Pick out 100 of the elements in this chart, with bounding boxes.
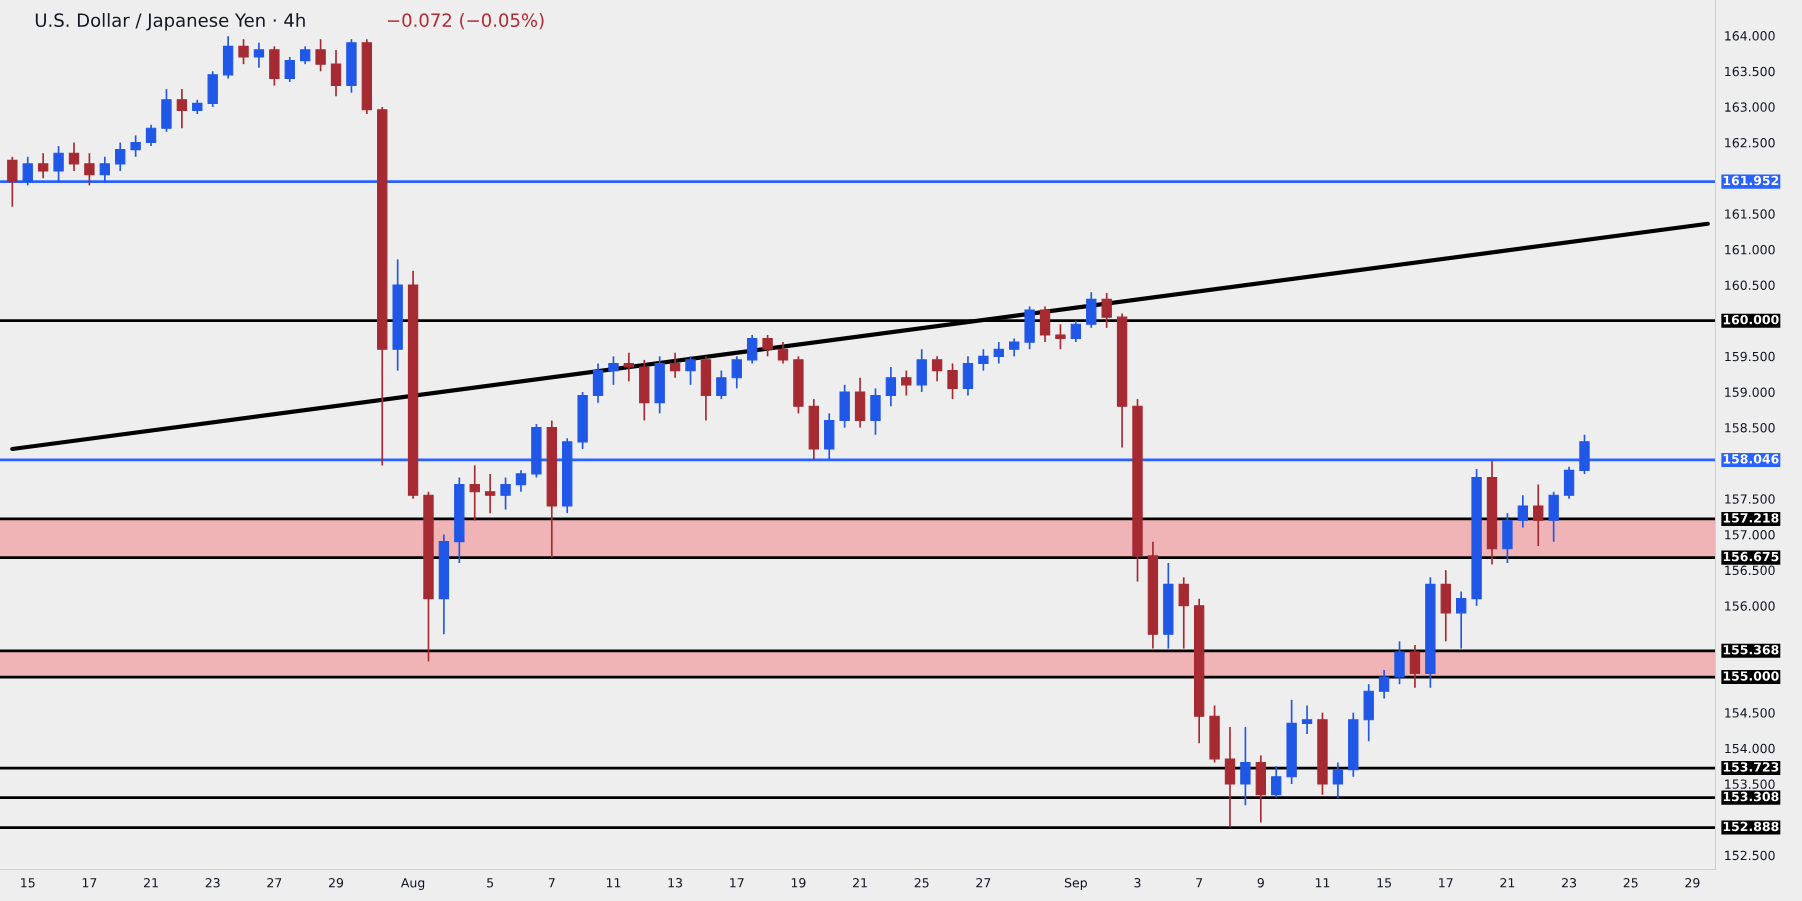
ref-line-label: 155.368 bbox=[1723, 644, 1779, 655]
candlestick bbox=[484, 473, 496, 514]
candlestick bbox=[1301, 704, 1313, 735]
x-tick-label: 27 bbox=[267, 878, 282, 888]
x-tick-label: 29 bbox=[328, 878, 344, 888]
candlestick bbox=[931, 355, 943, 383]
ref-line-label: 161.952 bbox=[1723, 175, 1779, 186]
text: −0.072 (−0.05%) bbox=[387, 13, 544, 30]
x-tick-label: 11 bbox=[1315, 878, 1330, 888]
y-tick-label: 164.000 bbox=[1725, 31, 1775, 41]
candlestick bbox=[669, 351, 681, 379]
x-tick-label: 7 bbox=[1196, 878, 1203, 888]
candlestick bbox=[1240, 726, 1251, 807]
candlestick bbox=[37, 152, 49, 180]
x-tick-label: 23 bbox=[205, 878, 220, 888]
ref-line-label: 155.000 bbox=[1723, 671, 1779, 681]
candlestick bbox=[746, 334, 758, 365]
x-tick-label: 9 bbox=[1257, 878, 1264, 888]
x-tick-label: 11 bbox=[606, 878, 621, 888]
candlestick bbox=[1533, 483, 1544, 547]
candlestick bbox=[731, 355, 742, 390]
candlestick bbox=[978, 348, 989, 372]
x-tick-label: 23 bbox=[1562, 878, 1577, 888]
ref-line-label: 152.888 bbox=[1723, 821, 1779, 832]
candlestick bbox=[1332, 761, 1344, 800]
candlestick bbox=[315, 38, 326, 73]
candlestick bbox=[1101, 292, 1112, 329]
candlestick bbox=[1456, 590, 1467, 650]
candlestick bbox=[885, 366, 897, 408]
x-tick-label: 13 bbox=[668, 878, 683, 888]
x-tick-label: 21 bbox=[144, 878, 158, 888]
y-tick-label: 157.000 bbox=[1725, 529, 1775, 540]
ref-line-label: 153.308 bbox=[1723, 791, 1779, 802]
y-tick-label: 152.500 bbox=[1725, 850, 1775, 861]
candlestick bbox=[53, 145, 64, 183]
x-tick-label: Aug bbox=[400, 878, 425, 890]
x-tick-label: 17 bbox=[82, 878, 97, 888]
candlestick bbox=[947, 362, 958, 400]
y-tick-label: 156.500 bbox=[1725, 565, 1775, 576]
text: U.S. Dollar / Japanese Yen · 4h bbox=[35, 13, 305, 31]
x-tick-label: 21 bbox=[853, 878, 867, 888]
candlestick bbox=[1271, 765, 1282, 799]
candlestick bbox=[7, 155, 18, 208]
ref-line-label: 157.218 bbox=[1723, 513, 1779, 523]
candlestick bbox=[22, 155, 33, 187]
candlestick bbox=[716, 369, 727, 400]
x-tick-label: 21 bbox=[1500, 878, 1515, 888]
candlestick bbox=[777, 341, 789, 365]
y-tick-label: 163.500 bbox=[1725, 66, 1775, 77]
candlestick bbox=[901, 369, 912, 397]
x-tick-label: Sep bbox=[1064, 878, 1087, 890]
candlestick bbox=[1055, 323, 1066, 351]
x-tick-label: 3 bbox=[1134, 878, 1141, 888]
candlestick bbox=[1517, 494, 1529, 529]
candlestick bbox=[130, 134, 141, 158]
x-tick-label: 7 bbox=[548, 878, 555, 888]
y-tick-label: 156.000 bbox=[1725, 601, 1775, 611]
y-tick-label: 159.500 bbox=[1725, 351, 1775, 362]
candlestick bbox=[1409, 644, 1421, 689]
candlestick bbox=[253, 41, 265, 69]
candlestick bbox=[99, 155, 110, 183]
x-tick-label: 25 bbox=[914, 878, 929, 888]
x-tick-label: 19 bbox=[791, 878, 806, 888]
candlestick bbox=[685, 355, 696, 386]
candlestick bbox=[993, 341, 1004, 365]
candlestick bbox=[762, 334, 773, 358]
y-tick-label: 157.500 bbox=[1725, 494, 1775, 504]
y-tick-label: 161.000 bbox=[1725, 244, 1775, 255]
y-tick-label: 154.000 bbox=[1725, 743, 1775, 754]
x-tick-label: 15 bbox=[1377, 878, 1391, 888]
candlestick bbox=[145, 123, 157, 147]
x-tick-label: 5 bbox=[487, 878, 494, 888]
candlestick bbox=[515, 469, 527, 493]
y-tick-label: 153.500 bbox=[1725, 779, 1775, 789]
candlestick bbox=[608, 355, 619, 386]
x-tick-label: 29 bbox=[1685, 878, 1700, 888]
ref-line-label: 156.675 bbox=[1723, 551, 1779, 562]
y-tick-label: 160.500 bbox=[1725, 280, 1775, 290]
ref-line-label: 160.000 bbox=[1723, 314, 1779, 325]
candlestick bbox=[84, 152, 95, 187]
y-tick-label: 163.000 bbox=[1725, 102, 1775, 112]
candlestick bbox=[330, 49, 342, 98]
candlestick bbox=[284, 56, 295, 83]
y-tick-label: 158.500 bbox=[1725, 423, 1775, 433]
candlestick bbox=[500, 476, 511, 511]
candlestick bbox=[1178, 576, 1189, 650]
candlestick bbox=[1378, 669, 1390, 700]
x-tick-label: 25 bbox=[1623, 878, 1638, 888]
x-tick-label: 17 bbox=[730, 878, 744, 888]
y-tick-label: 159.000 bbox=[1725, 387, 1775, 397]
y-tick-label: 161.500 bbox=[1725, 209, 1775, 219]
candlestick bbox=[68, 141, 80, 172]
candlestick bbox=[623, 351, 635, 383]
y-tick-label: 162.500 bbox=[1725, 138, 1775, 148]
candlestick bbox=[115, 141, 126, 172]
x-tick-label: 27 bbox=[976, 878, 991, 888]
y-tick-label: 154.500 bbox=[1725, 708, 1775, 718]
x-tick-label: 15 bbox=[21, 878, 35, 888]
ref-line-label: 153.723 bbox=[1723, 762, 1779, 772]
x-tick-label: 17 bbox=[1439, 878, 1453, 888]
